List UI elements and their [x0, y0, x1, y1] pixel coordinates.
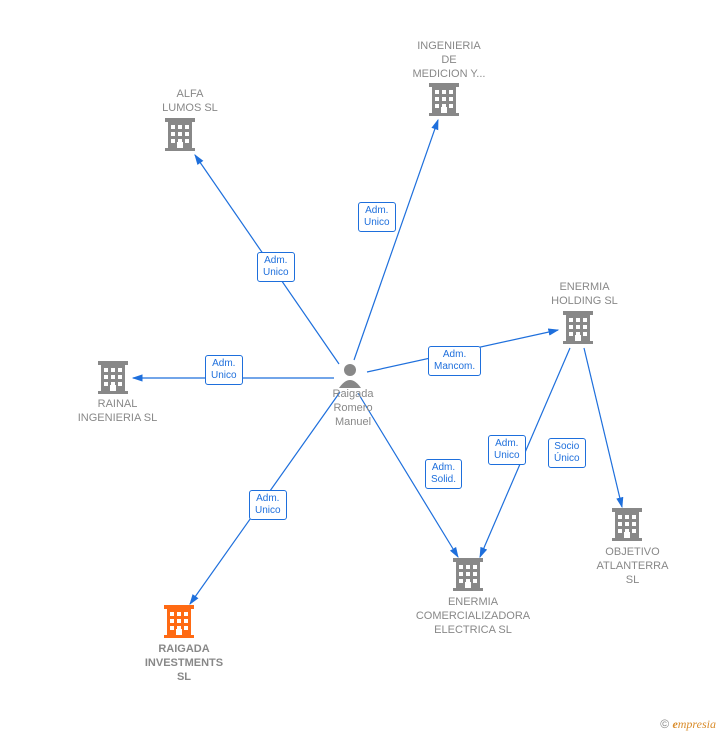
edge-label: Adm.Unico — [257, 252, 295, 282]
network-graph — [0, 0, 728, 740]
building-icon — [165, 118, 195, 151]
brand-name: empresia — [672, 717, 716, 731]
edge-label: Adm.Unico — [249, 490, 287, 520]
building-icon — [453, 558, 483, 591]
building-icon — [563, 311, 593, 344]
copyright-symbol: © — [660, 717, 669, 731]
building-icon — [164, 605, 194, 638]
footer-credit: © empresia — [660, 717, 716, 732]
edge-line — [354, 120, 438, 360]
person-icon — [339, 364, 361, 388]
edge-line — [584, 348, 622, 507]
edge-label: Adm.Solid. — [425, 459, 462, 489]
building-icon — [429, 83, 459, 116]
edge-label: Adm.Mancom. — [428, 346, 481, 376]
edge-label: Adm.Unico — [358, 202, 396, 232]
edge-label: Adm.Unico — [488, 435, 526, 465]
building-icon — [612, 508, 642, 541]
building-icon — [98, 361, 128, 394]
edge-label: Adm.Unico — [205, 355, 243, 385]
edge-label: SocioÚnico — [548, 438, 586, 468]
